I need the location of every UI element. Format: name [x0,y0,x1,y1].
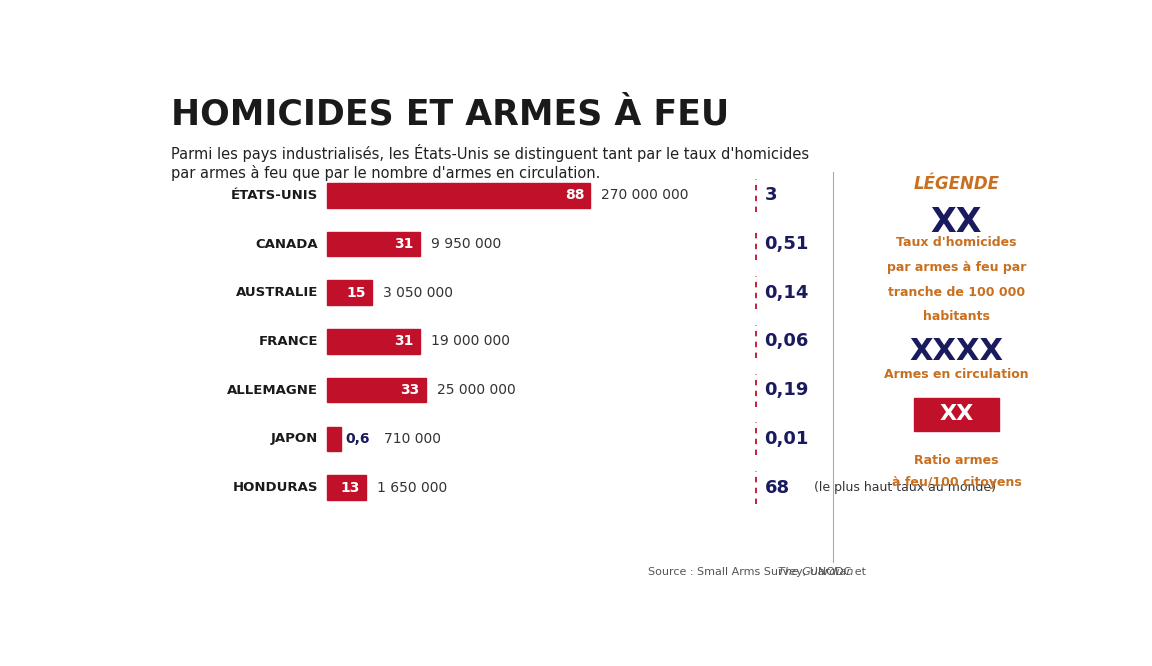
Text: 31: 31 [394,334,414,348]
Text: 15: 15 [346,286,365,300]
Text: Source : Small Arms Survey, UNODC et: Source : Small Arms Survey, UNODC et [649,567,870,577]
Text: 0,01: 0,01 [765,430,809,448]
Text: 3: 3 [765,186,776,204]
Text: XX: XX [931,206,983,238]
Text: Ratio armes: Ratio armes [915,454,999,467]
Text: 88: 88 [564,188,584,202]
Text: HONDURAS: HONDURAS [233,481,318,494]
Text: 68: 68 [765,479,789,497]
Text: XXXX: XXXX [909,338,1003,366]
Text: 3 050 000: 3 050 000 [382,286,453,300]
Text: LÉGENDE: LÉGENDE [914,174,1000,192]
Text: 9 950 000: 9 950 000 [431,237,501,251]
Text: The Guardian: The Guardian [778,567,854,577]
Text: (le plus haut taux au monde): (le plus haut taux au monde) [813,481,995,494]
Text: 0,06: 0,06 [765,332,809,350]
Text: 0,51: 0,51 [765,235,809,253]
Text: 0,19: 0,19 [765,381,809,399]
Text: ÉTATS-UNIS: ÉTATS-UNIS [230,188,318,202]
Text: Parmi les pays industrialisés, les États-Unis se distinguent tant par le taux d': Parmi les pays industrialisés, les États… [170,144,809,162]
Text: ALLEMAGNE: ALLEMAGNE [227,384,318,397]
Bar [327,476,366,500]
Text: 710 000: 710 000 [384,432,441,446]
Text: par armes à feu que par le nombre d'armes en circulation.: par armes à feu que par le nombre d'arme… [170,165,600,180]
Text: 13: 13 [340,481,359,495]
Bar [327,378,426,402]
Text: 0,6: 0,6 [346,432,370,446]
Bar [327,183,591,208]
Text: 0,14: 0,14 [765,284,809,302]
Text: 31: 31 [394,237,414,251]
Text: Taux d'homicides: Taux d'homicides [896,236,1017,249]
Text: 270 000 000: 270 000 000 [601,188,689,202]
Text: FRANCE: FRANCE [258,335,318,348]
Text: 33: 33 [400,383,419,397]
Text: AUSTRALIE: AUSTRALIE [236,286,318,299]
Bar [327,232,419,256]
Text: HOMICIDES ET ARMES À FEU: HOMICIDES ET ARMES À FEU [170,98,729,132]
Bar [914,398,999,431]
Text: XX: XX [939,404,973,424]
Text: Armes en circulation: Armes en circulation [884,368,1029,381]
Bar [327,280,372,305]
Text: CANADA: CANADA [256,238,318,250]
Text: à feu/100 citoyens: à feu/100 citoyens [892,476,1022,489]
Text: tranche de 100 000: tranche de 100 000 [888,286,1025,298]
Text: habitants: habitants [923,310,990,323]
Bar [327,427,341,451]
Text: 19 000 000: 19 000 000 [431,334,509,348]
Text: 25 000 000: 25 000 000 [437,383,515,397]
Text: 1 650 000: 1 650 000 [377,481,447,495]
Text: JAPON: JAPON [271,432,318,446]
Text: par armes à feu par: par armes à feu par [887,261,1026,274]
Bar [327,329,419,354]
